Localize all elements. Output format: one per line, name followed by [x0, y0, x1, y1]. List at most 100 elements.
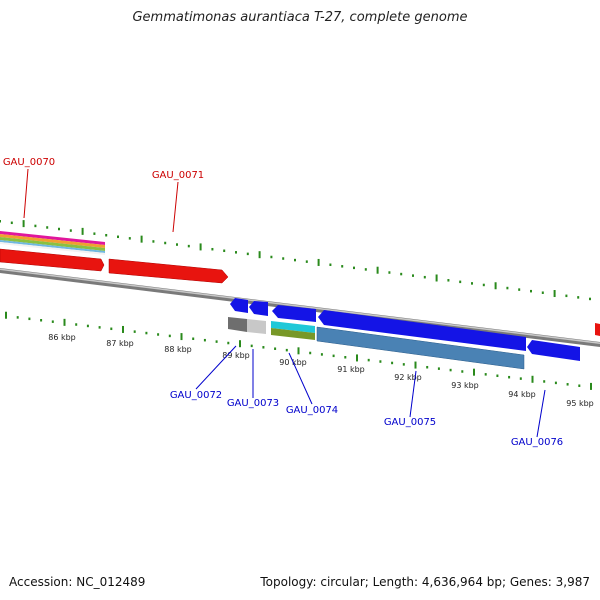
- minor-tick: [223, 249, 226, 253]
- minor-tick: [589, 297, 591, 301]
- minor-tick: [58, 227, 60, 231]
- gene-label-gau-0070[interactable]: GAU_0070: [3, 157, 55, 168]
- minor-tick: [93, 232, 96, 235]
- gene-arrow-gau-0076[interactable]: [527, 340, 580, 361]
- minor-tick: [543, 380, 546, 383]
- accession-text: Accession: NC_012489: [9, 575, 146, 589]
- minor-tick: [353, 266, 355, 270]
- minor-tick: [282, 257, 285, 260]
- minor-tick: [426, 365, 429, 369]
- topology-summary: Topology: circular; Length: 4,636,964 bp…: [260, 575, 590, 589]
- major-tick: [356, 354, 358, 362]
- minor-tick: [364, 268, 367, 271]
- minor-tick: [508, 375, 511, 379]
- major-tick: [473, 368, 475, 376]
- gene-arrow-gau-0071[interactable]: [108, 258, 229, 284]
- minor-tick: [117, 235, 119, 239]
- minor-tick: [484, 373, 487, 376]
- minor-tick: [412, 274, 414, 277]
- gene-arrow-gau-0072[interactable]: [230, 298, 248, 313]
- minor-tick: [152, 240, 155, 243]
- gene-arrow-gau-0075[interactable]: [318, 310, 526, 351]
- minor-tick: [496, 374, 499, 378]
- minor-tick: [506, 286, 509, 290]
- scale-label: 87 kbp: [106, 339, 134, 348]
- forward-gene-arrows: [0, 248, 600, 336]
- minor-tick: [69, 229, 72, 232]
- feature-stripes-left: [0, 231, 105, 255]
- minor-tick: [168, 334, 171, 338]
- scale-label: 86 kbp: [48, 333, 76, 342]
- gene-label-gau-0071[interactable]: GAU_0071: [152, 170, 204, 181]
- minor-tick: [294, 258, 296, 262]
- major-tick: [435, 274, 438, 282]
- gene-label-gau-0073[interactable]: GAU_0073: [227, 398, 279, 409]
- minor-tick: [227, 341, 230, 345]
- major-tick: [258, 251, 261, 259]
- minor-tick: [128, 237, 131, 240]
- minor-tick: [578, 384, 581, 387]
- gene-label-gau-0075[interactable]: GAU_0075: [384, 417, 436, 428]
- minor-tick: [482, 283, 485, 287]
- minor-tick: [391, 361, 394, 365]
- minor-tick: [379, 360, 382, 363]
- minor-tick: [519, 377, 522, 380]
- minor-tick: [262, 346, 265, 349]
- minor-tick: [46, 226, 49, 229]
- minor-tick: [51, 320, 54, 323]
- feature-block-gray-dark: [228, 317, 247, 332]
- feature-block-olive: [271, 328, 315, 340]
- minor-tick: [554, 381, 557, 385]
- minor-tick: [10, 221, 13, 225]
- minor-tick: [211, 247, 214, 251]
- gene-arrow-gau-0074[interactable]: [272, 305, 316, 322]
- minor-tick: [541, 291, 544, 294]
- minor-tick: [565, 294, 568, 298]
- lower-tick-track: [5, 311, 592, 390]
- minor-tick: [423, 275, 426, 279]
- minor-tick: [133, 330, 136, 333]
- leader-line: [536, 389, 546, 438]
- minor-tick: [235, 251, 237, 254]
- minor-tick: [0, 220, 1, 223]
- scale-label: 91 kbp: [337, 365, 365, 374]
- minor-tick: [447, 279, 450, 282]
- gene-label-gau-0074[interactable]: GAU_0074: [286, 405, 338, 416]
- feature-block-cyan: [271, 321, 315, 333]
- minor-tick: [246, 252, 249, 256]
- minor-tick: [329, 263, 332, 267]
- major-tick: [81, 227, 84, 235]
- minor-tick: [157, 333, 160, 336]
- major-tick: [239, 340, 241, 348]
- minor-tick: [309, 351, 312, 355]
- major-tick: [122, 325, 124, 333]
- gene-label-gau-0072[interactable]: GAU_0072: [170, 390, 222, 401]
- major-tick: [414, 361, 417, 369]
- gene-arrow-gau-0070[interactable]: [0, 248, 105, 272]
- gene-label-gau-0076[interactable]: GAU_0076: [511, 437, 563, 448]
- minor-tick: [388, 271, 391, 274]
- scale-label: 89 kbp: [222, 351, 250, 360]
- leader-line: [288, 352, 313, 405]
- leader-line: [23, 168, 29, 219]
- map-title: Gemmatimonas aurantiaca T-27, complete g…: [132, 10, 468, 25]
- minor-tick: [40, 319, 43, 322]
- minor-tick: [471, 282, 473, 285]
- minor-tick: [332, 354, 335, 358]
- scale-label: 92 kbp: [394, 373, 422, 382]
- major-tick: [376, 266, 379, 274]
- major-tick: [590, 382, 592, 390]
- minor-tick: [16, 316, 19, 319]
- major-tick: [140, 235, 143, 243]
- minor-tick: [400, 272, 403, 276]
- minor-tick: [75, 323, 78, 326]
- minor-tick: [305, 260, 308, 263]
- minor-tick: [320, 353, 323, 356]
- gene-arrow-gau-0073[interactable]: [249, 301, 268, 316]
- minor-tick: [274, 347, 277, 350]
- minor-tick: [187, 244, 190, 248]
- minor-tick: [344, 356, 347, 359]
- gene-arrow-edge-right[interactable]: [595, 323, 600, 336]
